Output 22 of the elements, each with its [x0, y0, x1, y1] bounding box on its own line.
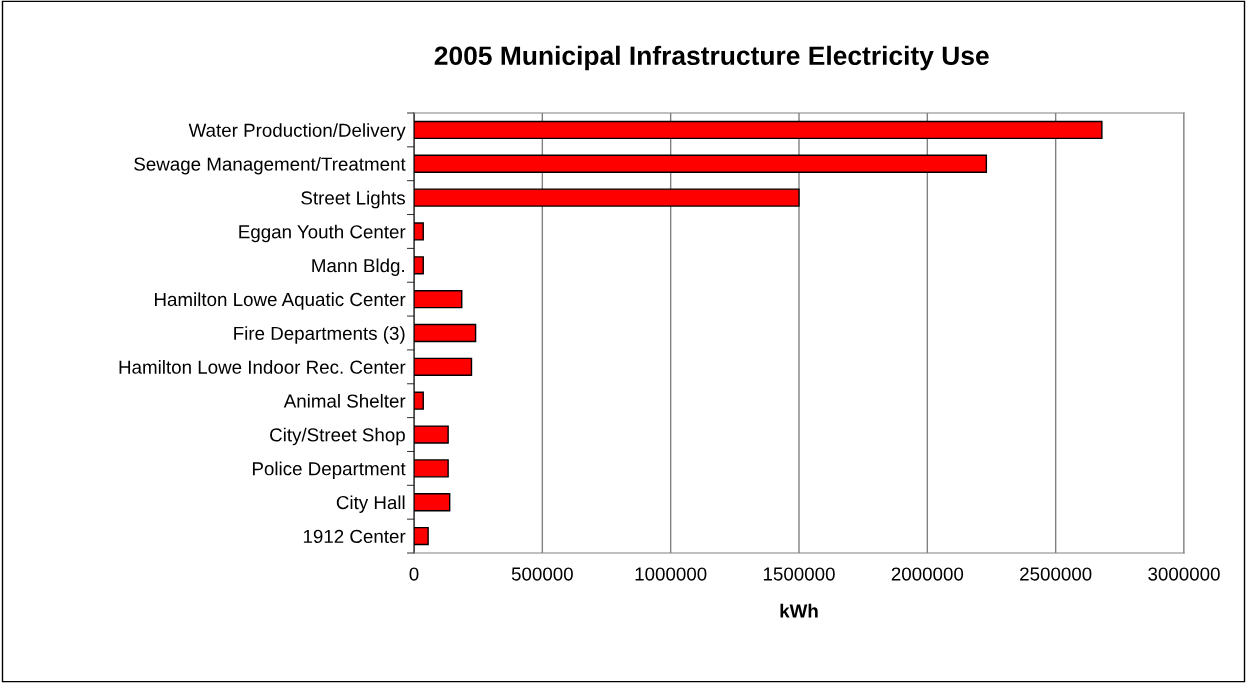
y-tick-label: Eggan Youth Center: [239, 224, 406, 243]
y-tick-label: Hamilton Lowe Aquatic Center: [155, 292, 406, 310]
x-tick-label: 1000000: [635, 567, 707, 581]
y-tick-label: City/Street Shop: [270, 427, 405, 446]
y-tick-label: Street Lights: [301, 190, 405, 209]
x-axis-title: kWh: [780, 603, 818, 618]
y-tick-label: Sewage Management/Treatment: [134, 156, 406, 175]
y-tick-label: Water Production/Delivery: [188, 123, 406, 141]
y-tick-label: City Hall: [336, 495, 405, 513]
y-tick-label: Mann Bldg.: [312, 258, 404, 276]
x-tick-label: 0: [409, 567, 419, 581]
y-tick-label: Animal Shelter: [283, 393, 406, 408]
x-tick-label: 500000: [511, 567, 573, 581]
y-tick-label: 1912 Center: [303, 529, 406, 544]
chart-title: 2005 Municipal Infrastructure Electricity Use: [434, 45, 989, 71]
y-tick-label: Hamilton Lowe Indoor Rec. Center: [119, 360, 406, 374]
x-tick-label: 2000000: [891, 567, 964, 581]
x-tick-label: 3000000: [1148, 567, 1220, 581]
y-tick-label: Police Department: [252, 461, 406, 480]
x-tick-label: 2500000: [1020, 567, 1092, 581]
x-tick-label: 1500000: [763, 567, 835, 581]
y-tick-label: Fire Departments (3): [234, 326, 405, 344]
